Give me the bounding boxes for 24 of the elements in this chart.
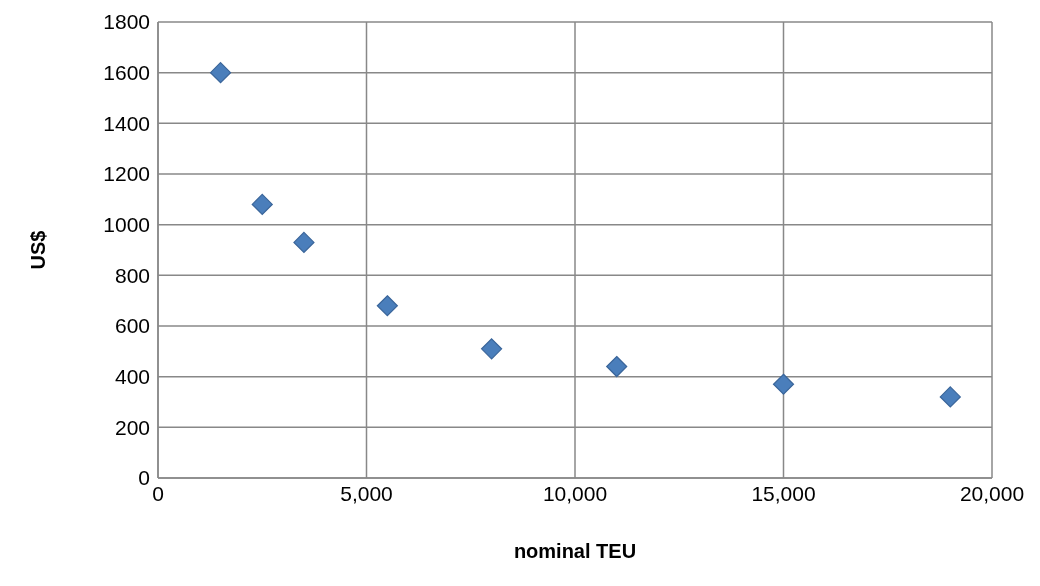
y-tick-label: 1000	[103, 213, 150, 237]
y-tick-label: 800	[114, 263, 150, 287]
x-tick-label: 15,000	[751, 481, 816, 505]
y-tick-label: 600	[114, 314, 150, 338]
point	[772, 373, 795, 395]
x-tick-label: 10,000	[542, 481, 608, 505]
point	[209, 62, 232, 84]
y-tick-label: 1200	[103, 162, 150, 186]
point	[606, 355, 628, 378]
point	[376, 295, 398, 317]
y-tick-label: 200	[114, 415, 150, 439]
x-tick-label: 5,000	[340, 481, 393, 505]
y-tick-label: 400	[114, 365, 150, 389]
y-tick-label: 0	[138, 466, 150, 490]
y-axis-title: US$	[27, 230, 50, 270]
point	[293, 231, 315, 253]
y-tick-label: 1800	[103, 10, 150, 34]
point	[251, 193, 273, 215]
x-axis-title: nominal TEU	[513, 540, 637, 562]
point	[481, 338, 503, 360]
point	[939, 386, 961, 408]
x-tick-label: 20,000	[959, 481, 1025, 505]
y-tick-label: 1600	[103, 61, 150, 85]
y-tick-label: 1400	[103, 111, 150, 135]
